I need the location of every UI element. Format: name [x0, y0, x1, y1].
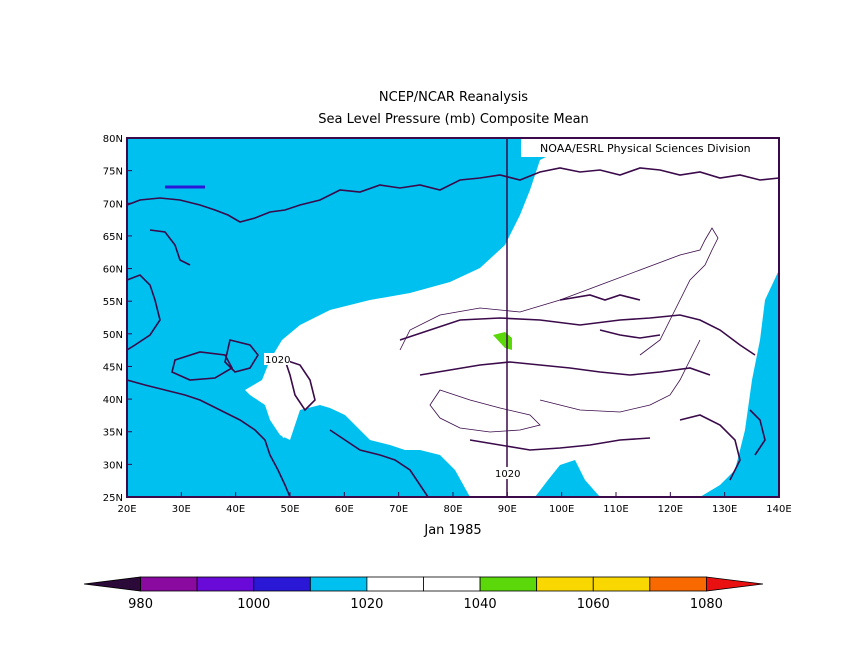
isobars	[399, 227, 719, 433]
colorbar-segment	[140, 576, 198, 592]
lon-tick-label: 130E	[712, 504, 737, 515]
lon-tick-label: 120E	[658, 504, 683, 515]
lat-tick-label: 80N	[103, 134, 123, 145]
credit-text: NOAA/ESRL Physical Sciences Division	[540, 142, 751, 155]
contour-label: 1020	[495, 469, 520, 480]
colorbar-label: 1020	[350, 597, 383, 612]
lon-axis: 20E 30E 40E 50E 60E 70E 80E 90E 100E 110E 120E 130E…	[117, 492, 792, 515]
lon-tick-label: 20E	[117, 504, 136, 515]
lon-tick-label: 40E	[226, 504, 245, 515]
colorbar-segment	[83, 576, 141, 592]
colorbar-segment	[479, 576, 538, 592]
colorbar-segment	[253, 576, 311, 592]
colorbar-label: 1060	[577, 597, 610, 612]
lat-tick-label: 60N	[103, 265, 123, 276]
colorbar-segment	[592, 576, 651, 592]
lon-tick-label: 100E	[549, 504, 574, 515]
colorbar: 980 1000 1020 1040 1060 1080	[83, 576, 764, 612]
coastlines	[126, 167, 780, 498]
mid-pressure-fill	[245, 138, 779, 497]
colorbar-segment	[536, 576, 594, 592]
credit-box	[521, 139, 778, 157]
lon-tick-label: 110E	[603, 504, 628, 515]
lat-tick-label: 25N	[103, 493, 123, 504]
lat-tick-label: 45N	[103, 362, 123, 373]
lat-axis: 80N 75N 70N 65N 60N 55N 50N 45N 40N 35N 30N 25N	[103, 134, 132, 504]
map-area	[127, 138, 779, 497]
chart-subtitle: Sea Level Pressure (mb) Composite Mean	[318, 112, 589, 127]
lat-tick-label: 40N	[103, 395, 123, 406]
lon-tick-label: 70E	[389, 504, 408, 515]
colorbar-segment	[196, 576, 255, 592]
lat-tick-label: 55N	[103, 297, 123, 308]
contour-label: 1020	[265, 355, 290, 366]
colorbar-segment	[649, 576, 707, 592]
lat-tick-label: 30N	[103, 460, 123, 471]
colorbar-label: 1080	[690, 597, 723, 612]
lon-tick-label: 30E	[172, 504, 191, 515]
colorbar-segment	[706, 576, 764, 592]
colorbar-label: 1040	[464, 597, 497, 612]
lon-tick-label: 90E	[498, 504, 517, 515]
lon-tick-label: 50E	[280, 504, 299, 515]
colorbar-segment	[423, 576, 481, 592]
lon-tick-label: 60E	[335, 504, 354, 515]
lat-tick-label: 75N	[103, 167, 123, 178]
colorbar-label: 980	[128, 597, 153, 612]
date-label: Jan 1985	[423, 523, 481, 538]
lat-tick-label: 65N	[103, 232, 123, 243]
colorbar-segment	[366, 576, 424, 592]
colorbar-label: 1000	[237, 597, 270, 612]
lat-tick-label: 50N	[103, 330, 123, 341]
lat-tick-label: 70N	[103, 199, 123, 210]
lat-tick-label: 35N	[103, 428, 123, 439]
lon-tick-label: 140E	[766, 504, 791, 515]
lon-tick-label: 80E	[443, 504, 462, 515]
chart-title: NCEP/NCAR Reanalysis	[378, 90, 529, 105]
colorbar-segment	[309, 576, 368, 592]
